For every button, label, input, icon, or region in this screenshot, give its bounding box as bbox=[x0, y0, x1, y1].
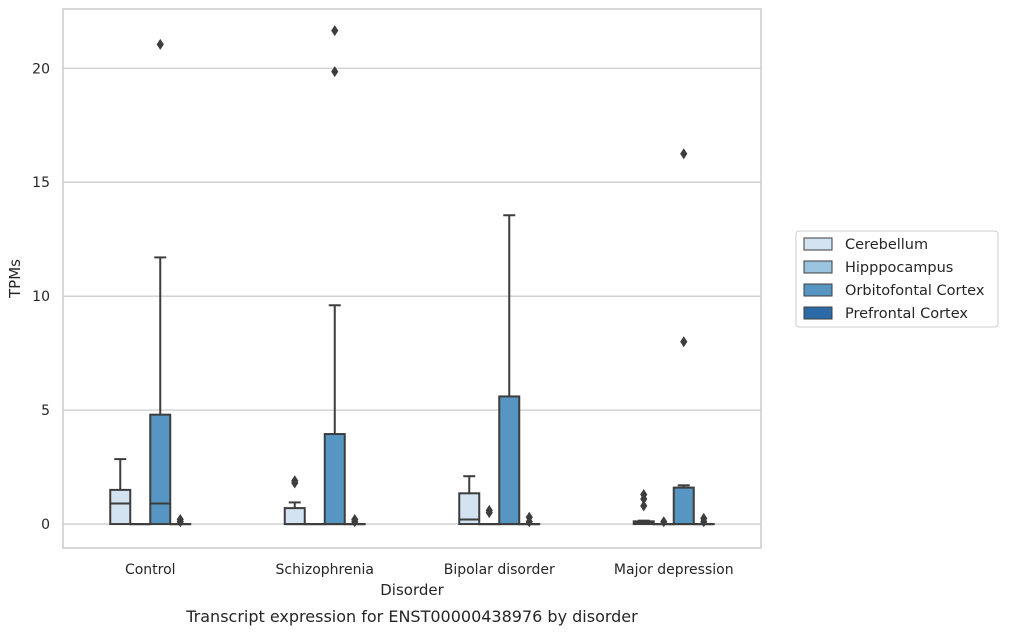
box bbox=[323, 25, 346, 526]
box bbox=[149, 38, 172, 526]
legend-swatch bbox=[803, 260, 833, 274]
outlier-point bbox=[156, 38, 164, 50]
y-tick-label: 5 bbox=[41, 403, 50, 419]
legend-label: Prefrontal Cortex bbox=[845, 306, 968, 322]
outlier-point bbox=[176, 514, 184, 526]
box bbox=[518, 511, 541, 528]
box bbox=[343, 514, 366, 528]
outlier-point bbox=[331, 66, 339, 78]
y-tick-label: 20 bbox=[32, 61, 50, 77]
outlier-point bbox=[351, 514, 359, 526]
legend: Cerebellum Hipppocampus Orbitofontal Corte… bbox=[795, 230, 999, 328]
outlier-point bbox=[525, 511, 533, 523]
outlier-point bbox=[700, 512, 708, 524]
y-axis-title: TPMs bbox=[6, 259, 24, 299]
box-body bbox=[672, 486, 695, 526]
box bbox=[498, 214, 521, 526]
box bbox=[632, 488, 655, 526]
legend-swatch bbox=[803, 283, 833, 297]
legend-label: Hipppocampus bbox=[845, 260, 953, 276]
legend-frame bbox=[795, 230, 999, 328]
x-axis-ticks: Control Schizophrenia Bipolar disorder Majo… bbox=[125, 562, 734, 578]
legend-label: Cerebellum bbox=[845, 237, 928, 253]
y-tick-label: 0 bbox=[41, 517, 50, 533]
box bbox=[692, 512, 715, 528]
box bbox=[458, 475, 481, 526]
outlier-point bbox=[291, 475, 299, 487]
legend-swatch bbox=[803, 306, 833, 320]
x-axis-title: Disorder bbox=[380, 581, 444, 599]
box-body bbox=[323, 433, 346, 526]
outlier-point bbox=[640, 488, 648, 500]
outlier-point bbox=[640, 500, 648, 512]
y-axis-ticks: 0 5 10 15 20 bbox=[32, 61, 50, 533]
box bbox=[478, 504, 501, 526]
series-orbitofontal-cortex bbox=[149, 25, 695, 526]
box bbox=[283, 475, 306, 526]
box-body bbox=[498, 395, 521, 526]
legend-label: Orbitofontal Cortex bbox=[845, 283, 985, 299]
box-body bbox=[283, 507, 306, 526]
box-body bbox=[149, 413, 172, 526]
outlier-point bbox=[485, 504, 493, 516]
y-tick-label: 10 bbox=[32, 289, 50, 305]
x-tick-label: Bipolar disorder bbox=[444, 562, 555, 578]
series-cerebellum bbox=[109, 458, 655, 526]
box-body bbox=[109, 488, 132, 526]
box bbox=[672, 148, 695, 526]
x-tick-label: Control bbox=[125, 562, 176, 578]
x-tick-label: Major depression bbox=[614, 562, 734, 578]
outlier-point bbox=[680, 148, 688, 160]
plot-frame bbox=[62, 8, 762, 549]
legend-swatch bbox=[803, 237, 833, 251]
outlier-point bbox=[331, 25, 339, 37]
box bbox=[652, 516, 675, 528]
series-hipppocampus bbox=[129, 504, 675, 528]
outlier-point bbox=[660, 516, 668, 528]
series-prefrontal-cortex bbox=[169, 511, 715, 528]
box-series bbox=[109, 25, 715, 528]
x-tick-label: Schizophrenia bbox=[276, 562, 374, 578]
y-tick-label: 15 bbox=[32, 175, 50, 191]
box bbox=[109, 458, 132, 526]
box bbox=[169, 514, 192, 528]
outlier-point bbox=[680, 336, 688, 348]
chart-caption: Transcript expression for ENST0000043897… bbox=[185, 607, 638, 626]
box-body bbox=[458, 492, 481, 526]
